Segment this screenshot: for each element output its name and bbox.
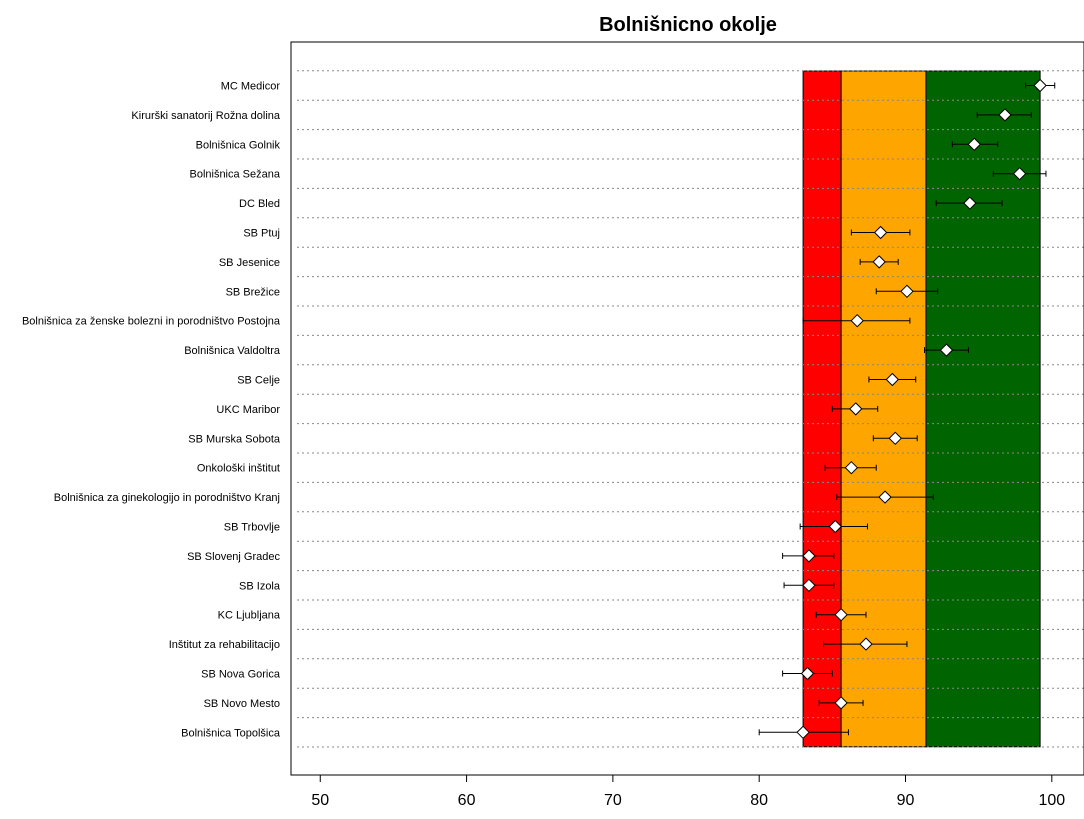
row-label: Bolnišnica Topolšica <box>181 727 281 739</box>
row-label: SB Nova Gorica <box>201 669 281 681</box>
point-marker <box>939 343 954 357</box>
point-marker <box>967 137 981 152</box>
point-marker <box>859 637 873 651</box>
gridlines-group <box>297 70 1084 748</box>
row-label: SB Brežice <box>226 286 280 298</box>
chart-title: Bolnišnicno okolje <box>599 14 777 36</box>
point-marker <box>878 490 892 504</box>
row-label: Bolnišnica Sežana <box>189 169 280 181</box>
row-label: SB Murska Sobota <box>188 433 281 445</box>
row-label: Bolnišnica Valdoltra <box>184 345 281 357</box>
point-marker <box>888 431 902 446</box>
y-labels-group: MC Medicor Kirurški sanatorij Rožna dolin… <box>22 81 281 740</box>
row-label: SB Ptuj <box>243 228 280 240</box>
row-label: Inštitut za rehabilitacijo <box>169 639 280 651</box>
point-marker <box>802 578 816 593</box>
row-label: SB Izola <box>239 580 281 592</box>
x-tick-label: 100 <box>1038 792 1065 809</box>
x-axis: 50 60 70 80 90 100 <box>311 775 1065 809</box>
point-marker <box>828 519 842 534</box>
x-tick-label: 60 <box>458 792 476 809</box>
row-label: SB Jesenice <box>219 257 280 269</box>
point-marker <box>998 108 1012 122</box>
markers-group <box>796 78 1047 740</box>
row-label: SB Trbovlje <box>224 522 280 534</box>
point-marker <box>850 313 864 328</box>
row-label: DC Bled <box>239 198 280 210</box>
point-marker <box>800 666 815 681</box>
row-label: Kirurški sanatorij Rožna dolina <box>131 110 280 122</box>
row-label: Onkološki inštitut <box>197 463 280 475</box>
x-tick-label: 70 <box>604 792 622 809</box>
plot-frame <box>290 41 1084 776</box>
point-marker <box>872 255 886 269</box>
x-tick-label: 80 <box>750 792 768 809</box>
point-marker <box>963 196 977 210</box>
point-marker <box>1012 166 1027 181</box>
point-marker <box>834 607 848 622</box>
row-label: SB Slovenj Gradec <box>187 551 280 563</box>
point-marker <box>900 284 914 299</box>
row-label: MC Medicor <box>221 81 281 93</box>
point-marker <box>802 549 816 563</box>
x-tick-label: 90 <box>897 792 915 809</box>
point-marker <box>1033 78 1047 93</box>
row-label: UKC Maribor <box>216 404 280 416</box>
row-label: Bolnišnica za ženske bolezni in porodniš… <box>22 316 281 328</box>
row-label: KC Ljubljana <box>218 610 281 622</box>
point-marker <box>873 225 888 240</box>
point-marker <box>849 402 863 416</box>
point-marker <box>796 725 810 740</box>
x-tick-label: 50 <box>311 792 329 809</box>
row-label: SB Celje <box>237 375 280 387</box>
point-marker <box>885 372 900 387</box>
point-marker <box>844 460 859 475</box>
row-label: Bolnišnica Golnik <box>196 139 281 151</box>
point-marker <box>834 696 848 710</box>
row-label: SB Novo Mesto <box>204 698 280 710</box>
row-label: Bolnišnica za ginekologijo in porodništv… <box>54 492 280 504</box>
